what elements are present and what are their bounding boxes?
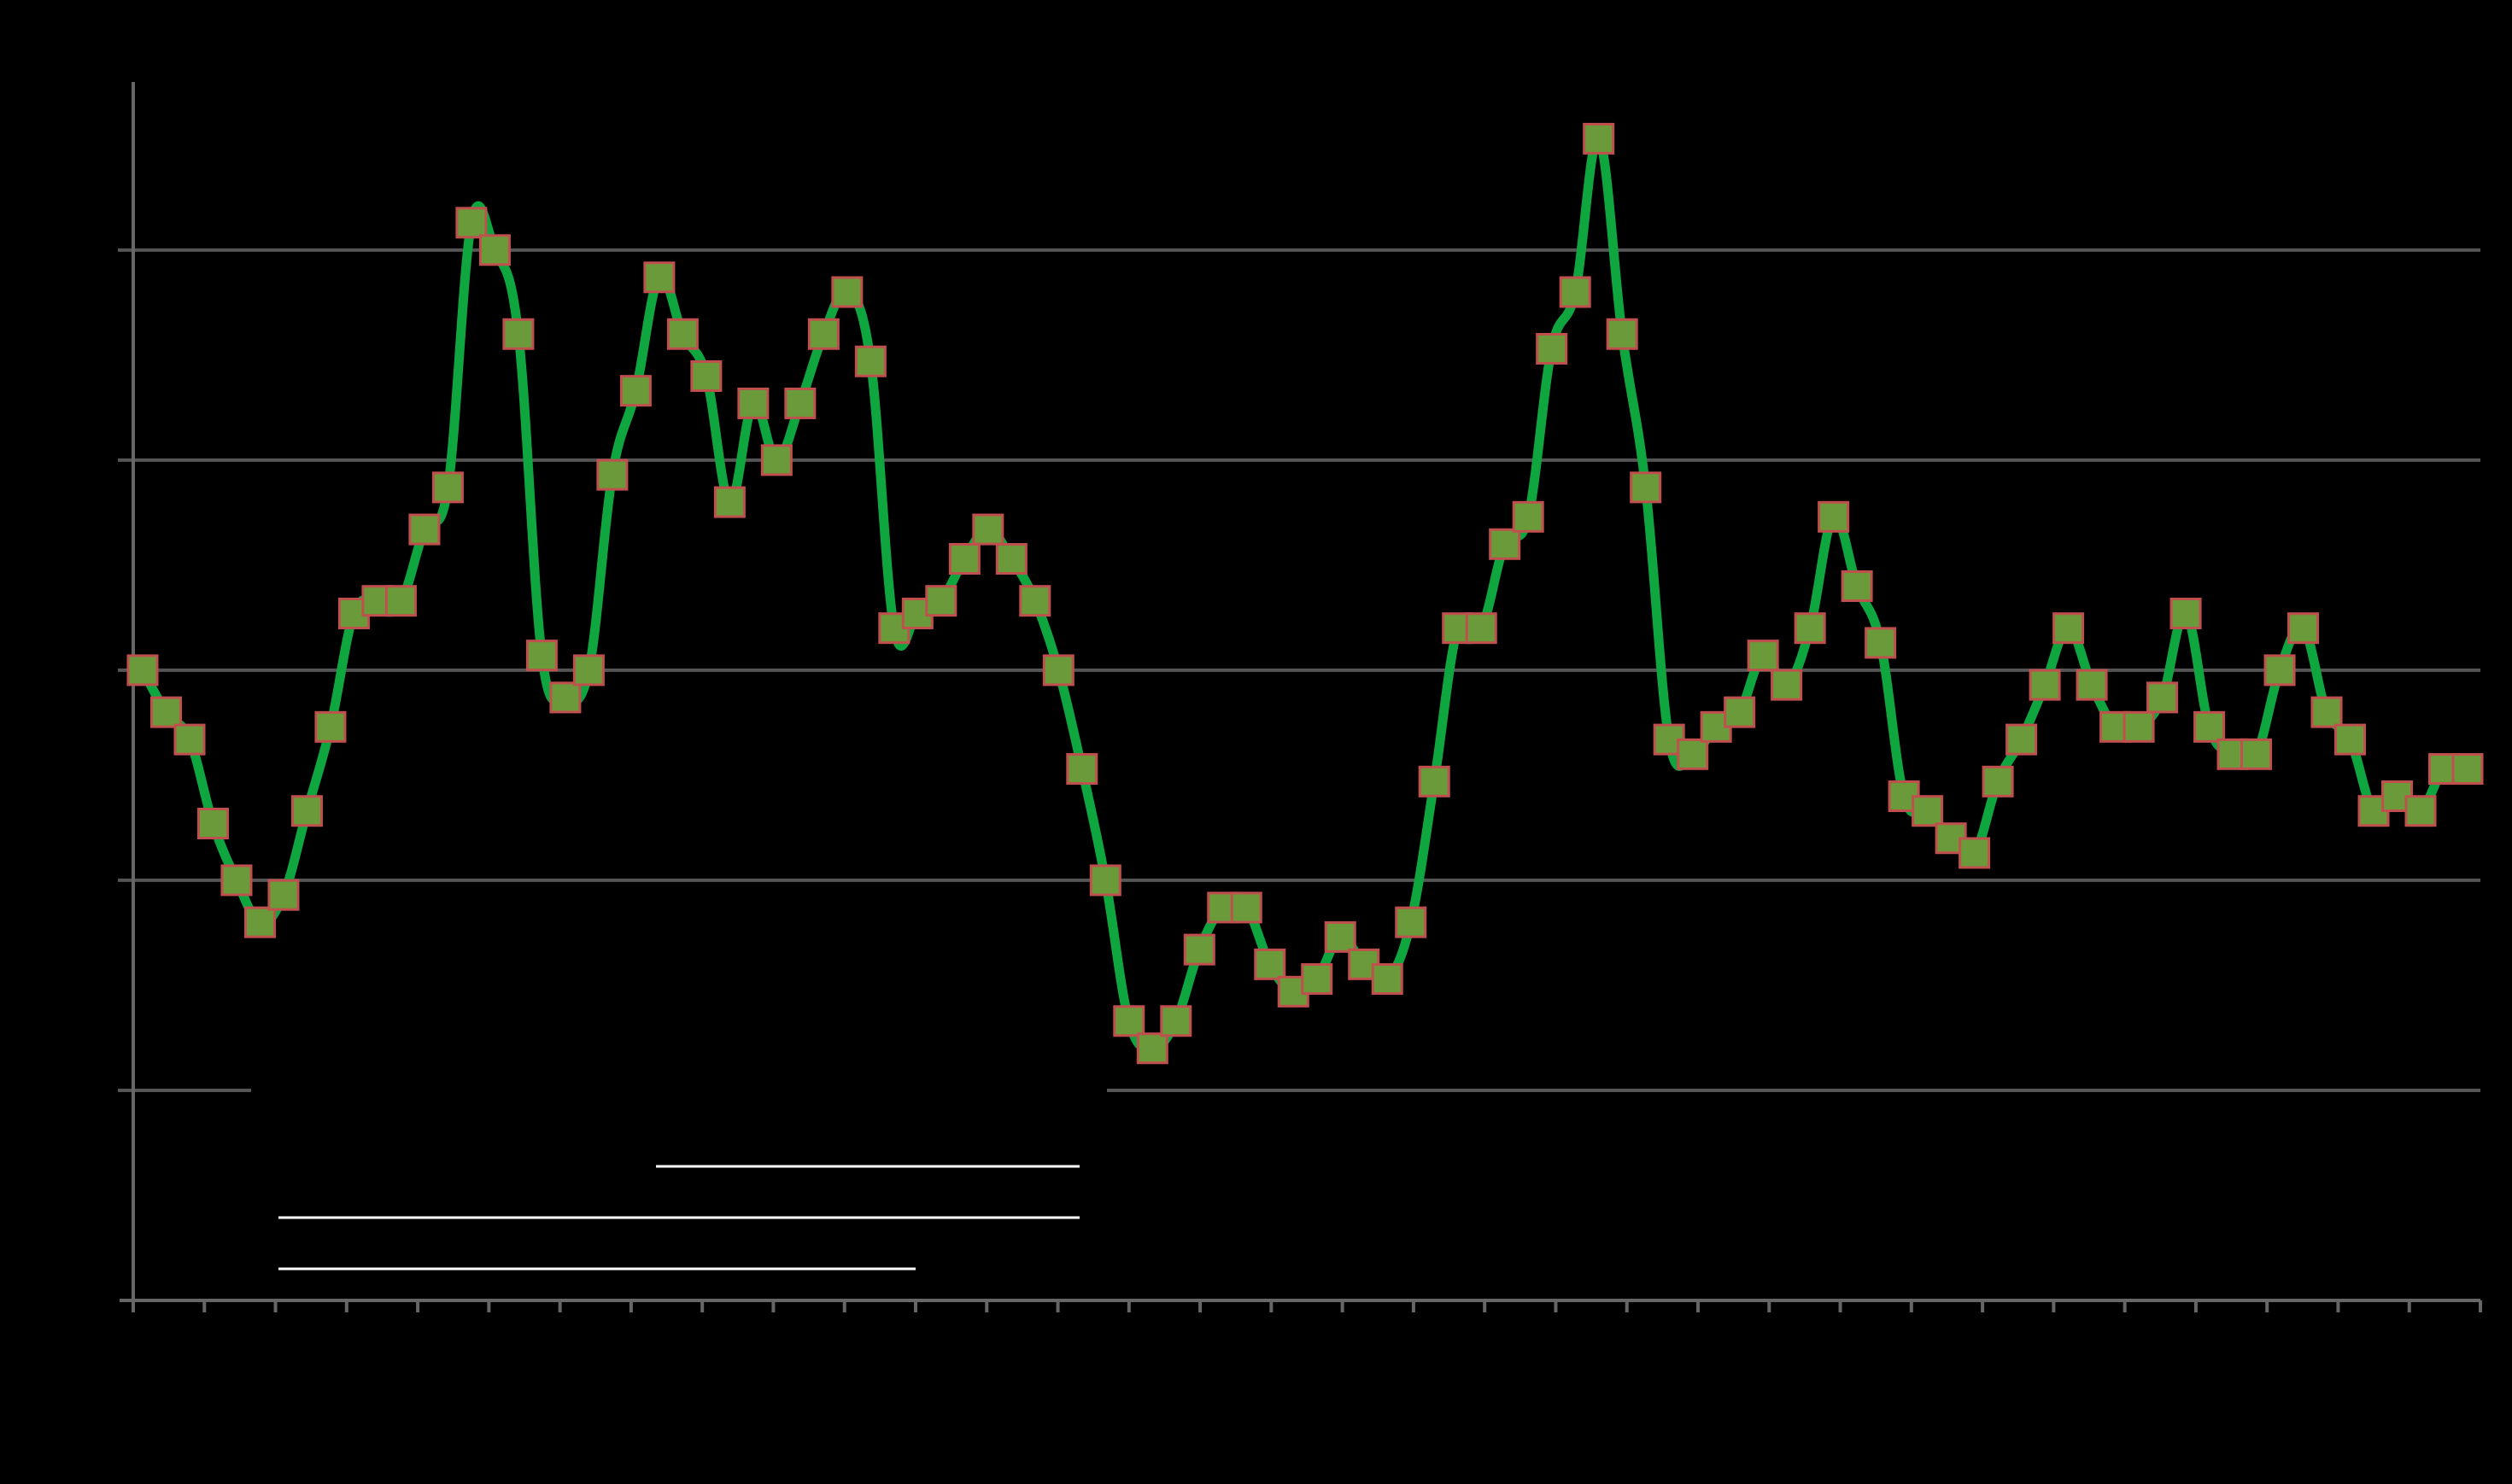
data-point [1136, 1032, 1168, 1065]
data-point [1324, 920, 1356, 953]
data-point [384, 585, 417, 617]
data-point [596, 459, 629, 491]
data-point [1042, 654, 1074, 686]
data-point [243, 906, 276, 938]
data-point [1865, 627, 1897, 659]
data-point [2334, 723, 2367, 756]
data-point [1724, 696, 1756, 728]
data-point [1771, 669, 1803, 701]
data-point [2006, 723, 2038, 756]
data-point [220, 864, 253, 897]
data-point [2123, 710, 2155, 743]
data-point [2169, 597, 2202, 629]
data-point [1089, 864, 1121, 897]
data-point [1912, 795, 1944, 827]
data-point [784, 387, 817, 419]
data-point [2029, 669, 2061, 701]
data-point [1630, 471, 1662, 504]
data-point [2193, 710, 2226, 743]
data-point [478, 234, 511, 266]
data-point [525, 640, 558, 672]
axes [120, 82, 2482, 1312]
data-point [972, 513, 1004, 546]
data-point [925, 585, 957, 617]
data-point [408, 513, 441, 546]
data-point [572, 654, 605, 686]
data-point [1254, 948, 1286, 980]
data-point [2404, 795, 2437, 827]
series-line [138, 133, 2468, 1054]
data-point [2263, 654, 2296, 686]
data-point [737, 387, 770, 419]
data-point [807, 318, 840, 350]
data-point [619, 375, 652, 407]
data-point [831, 276, 864, 308]
data-point [690, 359, 723, 392]
data-point [1606, 318, 1638, 350]
data-point [854, 345, 887, 377]
data-point [713, 486, 746, 518]
data-point [1677, 738, 1709, 770]
data-point [1395, 906, 1427, 938]
data-point [267, 879, 300, 911]
data-point [173, 723, 206, 756]
data-point [1465, 612, 1497, 645]
data-point [149, 696, 182, 728]
data-point [995, 542, 1028, 575]
data-point [1747, 640, 1779, 672]
data-point [2240, 738, 2273, 770]
data-point [2287, 612, 2320, 645]
data-point [643, 261, 676, 294]
data-point [1959, 837, 1991, 869]
data-point [431, 471, 464, 504]
data-point [549, 681, 582, 714]
data-point [1559, 276, 1591, 308]
data-point [1818, 500, 1850, 533]
data-point [1841, 570, 1873, 602]
data-point [1512, 500, 1544, 533]
data-point [2146, 681, 2179, 714]
data-point [455, 207, 488, 239]
data-point [1794, 612, 1826, 645]
legend-frame [278, 1165, 1080, 1271]
gridlines [118, 248, 2480, 1092]
data-point [666, 318, 699, 350]
data-point [1982, 765, 2014, 798]
data-point [1113, 1005, 1145, 1037]
data-point [2310, 696, 2343, 728]
data-point [1371, 963, 1403, 996]
data-point [948, 542, 981, 575]
data-point [290, 795, 323, 827]
data-point [1160, 1005, 1192, 1037]
data-point [126, 654, 159, 686]
data-point [314, 710, 347, 743]
data-point [2052, 612, 2085, 645]
data-point [760, 444, 793, 476]
data-point [1019, 585, 1051, 617]
data-point [1301, 963, 1333, 996]
data-point [2076, 669, 2108, 701]
data-point [1066, 753, 1098, 786]
data-point [2451, 753, 2484, 786]
data-point [1489, 528, 1521, 560]
data-point [502, 318, 535, 350]
series-group [126, 122, 2484, 1065]
data-point [1583, 122, 1615, 155]
data-point [196, 808, 229, 840]
data-point [1183, 933, 1215, 966]
data-point [1536, 332, 1568, 365]
data-point [1418, 765, 1450, 798]
data-point [1230, 891, 1262, 924]
